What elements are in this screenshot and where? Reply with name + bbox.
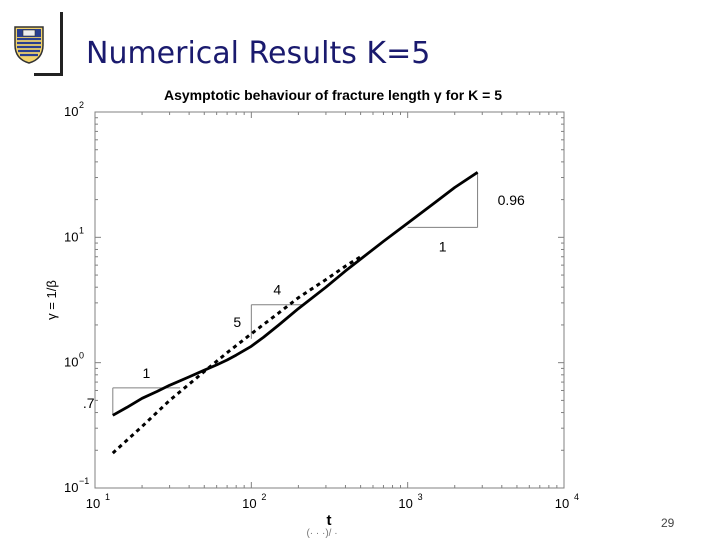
x-tick-label: 10 — [398, 496, 412, 511]
slope-rise-label: 5 — [233, 314, 241, 330]
x-tick-label: 10 — [242, 496, 256, 511]
x-tick-label-exponent: 4 — [574, 492, 579, 502]
title-divider-horizontal — [34, 73, 63, 76]
y-axis-label: γ = 1/β — [44, 280, 59, 320]
y-tick-label: 10 — [64, 480, 78, 495]
x-tick-label: 10 — [555, 496, 569, 511]
x-tick-label-exponent: 1 — [105, 492, 110, 502]
slope-rise-label: 0.96 — [498, 192, 525, 208]
y-tick-label: 10 — [64, 355, 78, 370]
y-tick-label: 10 — [64, 229, 78, 244]
y-tick-label: 10 — [64, 104, 78, 119]
university-crest-icon — [14, 26, 44, 64]
y-tick-label-exponent: 2 — [79, 100, 84, 110]
slope-run-label: 1 — [143, 365, 151, 381]
slope-run-label: 1 — [439, 238, 447, 254]
y-tick-label-exponent: 0 — [79, 351, 84, 361]
x-tick-label-exponent: 2 — [261, 492, 266, 502]
slope-rise-label: .7 — [83, 395, 95, 411]
chart-title: Asymptotic behaviour of fracture length … — [164, 87, 502, 103]
slide-bottom-fragment: (· · ·)/ · — [306, 528, 337, 539]
title-divider-vertical — [60, 12, 63, 76]
series-line-dashed — [111, 255, 362, 455]
x-axis-label: t — [327, 512, 332, 529]
page-number: 29 — [661, 516, 675, 530]
x-tick-label: 10 — [86, 496, 100, 511]
y-tick-label-exponent: −1 — [79, 476, 89, 486]
plot-area — [94, 111, 565, 489]
x-tick-label-exponent: 3 — [418, 492, 423, 502]
series-line-solid — [112, 171, 479, 417]
y-tick-label-exponent: 1 — [79, 225, 84, 235]
slide-title: Numerical Results K=5 — [86, 36, 431, 71]
slope-run-label: 4 — [273, 282, 281, 298]
